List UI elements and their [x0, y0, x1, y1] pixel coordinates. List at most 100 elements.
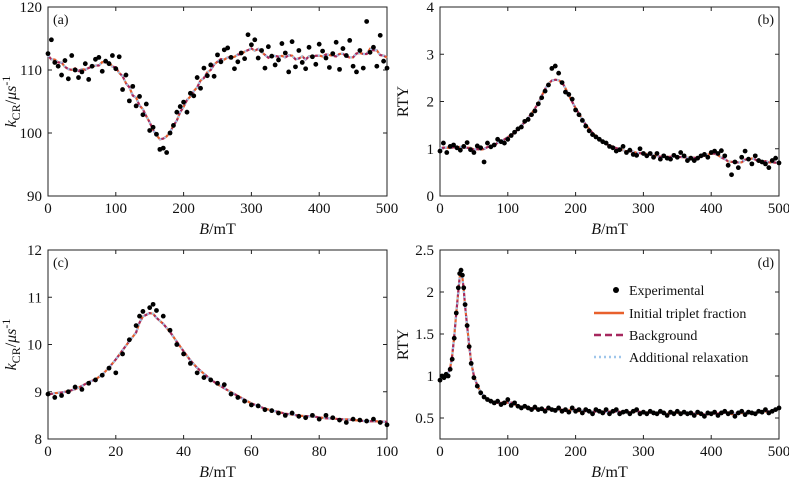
- data-point: [749, 161, 755, 167]
- data-point: [143, 101, 149, 107]
- data-point: [462, 302, 468, 307]
- data-point: [644, 153, 650, 159]
- data-point: [495, 136, 501, 142]
- data-point: [133, 103, 139, 109]
- data-point: [215, 52, 220, 58]
- data-point: [191, 93, 197, 99]
- data-point: [651, 154, 656, 160]
- data-point: [647, 151, 653, 156]
- data-point: [286, 69, 292, 75]
- y-tick-label: 1: [427, 369, 435, 385]
- data-point: [674, 408, 680, 414]
- data-point: [99, 372, 105, 378]
- panel-label: (c): [53, 256, 69, 271]
- data-point: [681, 153, 687, 159]
- data-point: [333, 39, 339, 45]
- x-tick-label: 100: [376, 444, 399, 460]
- data-point: [228, 391, 234, 397]
- y-tick-label: 1: [427, 142, 435, 158]
- data-point: [600, 410, 606, 416]
- data-point: [590, 132, 595, 137]
- data-point: [613, 407, 619, 412]
- data-point: [364, 418, 370, 424]
- data-point: [668, 156, 673, 162]
- data-point: [367, 49, 373, 55]
- data-point: [657, 156, 663, 162]
- data-point: [228, 55, 234, 60]
- y-axis-label: kCR/μs-1: [0, 76, 23, 128]
- data-point: [269, 53, 275, 59]
- data-point: [306, 44, 312, 50]
- data-point: [86, 380, 92, 386]
- fit-background: [47, 47, 388, 141]
- data-point: [478, 390, 484, 396]
- data-point: [296, 413, 302, 419]
- data-point: [337, 417, 342, 423]
- panel-a: 0 100 200 300 400 500 90 100 110 120 (a) B/mT kCR/μs…: [0, 0, 398, 238]
- data-point: [377, 420, 383, 425]
- data-point: [350, 63, 356, 69]
- data-point: [464, 323, 470, 328]
- data-point: [718, 148, 724, 154]
- data-point: [93, 377, 98, 383]
- data-point: [556, 405, 562, 411]
- data-point: [451, 335, 457, 341]
- data-point: [610, 145, 616, 151]
- data-point: [654, 411, 660, 417]
- legend-label-additional-relaxation: Additional relaxation: [629, 351, 748, 366]
- data-point: [725, 162, 731, 168]
- data-point: [320, 48, 325, 54]
- data-point: [106, 365, 112, 371]
- data-point: [451, 142, 456, 148]
- data-point: [440, 140, 446, 146]
- data-point: [508, 403, 514, 408]
- x-tick-label: 40: [176, 444, 191, 460]
- data-point: [126, 337, 132, 343]
- x-tick-label: 0: [44, 201, 52, 217]
- data-point: [106, 61, 112, 67]
- data-point: [752, 411, 758, 417]
- data-point: [235, 395, 241, 400]
- data-point: [147, 305, 153, 311]
- data-point: [296, 48, 302, 53]
- data-point: [76, 75, 81, 80]
- data-point: [478, 145, 484, 151]
- data-point: [485, 140, 490, 146]
- y-tick-label: 100: [20, 126, 43, 142]
- data-point: [729, 172, 734, 178]
- data-point: [454, 145, 460, 151]
- data-point: [491, 142, 497, 148]
- data-point: [691, 158, 697, 163]
- data-point: [113, 66, 119, 72]
- x-tick-label: 500: [376, 201, 399, 217]
- data-point: [137, 313, 142, 319]
- data-point: [671, 411, 677, 417]
- legend-marker-experimental: [613, 287, 619, 293]
- data-point: [59, 72, 64, 78]
- data-point: [252, 37, 258, 43]
- y-tick-label: 2.5: [415, 243, 434, 259]
- data-point: [259, 48, 264, 53]
- y-tick-label: 12: [27, 243, 42, 259]
- y-tick-label: 2: [427, 285, 435, 301]
- y-tick-label: 3: [427, 47, 435, 63]
- data-point: [627, 147, 633, 153]
- data-point: [661, 153, 667, 159]
- data-point: [508, 133, 514, 138]
- fit-additional-relaxation: [47, 312, 388, 423]
- data-point: [695, 155, 701, 161]
- data-point: [52, 395, 58, 400]
- data-point: [215, 380, 220, 386]
- data-point: [457, 147, 463, 153]
- data-point: [198, 85, 203, 91]
- data-point: [742, 412, 748, 418]
- data-point: [732, 413, 738, 419]
- data-point: [444, 150, 450, 155]
- x-tick-label: 0: [436, 444, 444, 460]
- data-point: [150, 124, 156, 130]
- data-point: [360, 65, 366, 71]
- data-point: [72, 384, 78, 390]
- data-point: [532, 404, 538, 410]
- fit-initial-triplet: [439, 269, 780, 416]
- fit-initial-triplet: [439, 78, 780, 164]
